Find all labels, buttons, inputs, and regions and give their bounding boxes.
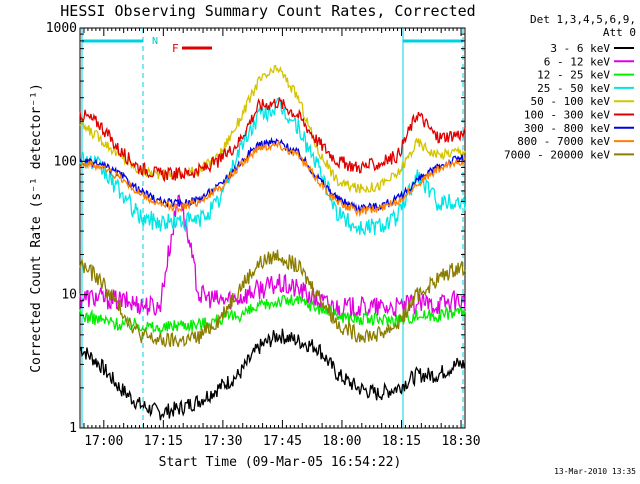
x-tick-label: 17:15 [144, 434, 183, 449]
legend-label: 50 - 100 keV [531, 95, 611, 108]
timestamp: 13-Mar-2010 13:35 [554, 467, 636, 476]
legend-label: 100 - 300 keV [524, 109, 610, 122]
y-axis-label: Corrected Count Rate (s⁻¹ detector⁻¹) [29, 83, 44, 373]
y-tick-label: 1000 [46, 21, 77, 36]
series-line-7000to20000keV [79, 249, 466, 348]
series-line-25to50keV [79, 97, 466, 236]
legend-label: 7000 - 20000 keV [504, 148, 610, 161]
series-line-12to25keV [79, 293, 466, 336]
y-axis: 1 10 100 1000 [46, 21, 465, 436]
flare-label: F [172, 42, 179, 55]
x-tick-label: 17:00 [84, 434, 123, 449]
legend-label: 300 - 800 keV [524, 122, 610, 135]
series-line-50to100keV [79, 64, 466, 194]
chart-title: HESSI Observing Summary Count Rates, Cor… [60, 2, 475, 20]
series-line-3to6keV [79, 328, 466, 421]
x-axis-label: Start Time (09-Mar-05 16:54:22) [159, 455, 402, 470]
time-markers [81, 28, 464, 428]
series-line-100to300keV [79, 97, 466, 183]
legend-header-detectors: Det 1,3,4,5,6,9, [530, 13, 636, 26]
series-line-300to800keV [79, 136, 466, 213]
x-tick-label: 18:30 [441, 434, 480, 449]
legend-header-attenuator: Att 0 [603, 26, 636, 39]
x-tick-label: 18:15 [382, 434, 421, 449]
y-tick-label: 100 [54, 154, 77, 169]
series-line-800to7000keV [79, 140, 466, 218]
x-tick-label: 18:00 [322, 434, 361, 449]
legend-label: 800 - 7000 keV [517, 135, 610, 148]
y-tick-label: 1 [69, 421, 77, 436]
x-axis: 17:00 17:15 17:30 17:45 18:00 18:15 18:30 [83, 28, 481, 449]
legend-label: 6 - 12 keV [544, 55, 611, 68]
legend-label: 12 - 25 keV [537, 69, 610, 82]
night-label: N [152, 36, 158, 47]
series-layer [79, 64, 466, 421]
legend-label: 25 - 50 keV [537, 82, 610, 95]
series-line-6to12keV [79, 194, 466, 320]
legend-label: 3 - 6 keV [550, 42, 610, 55]
y-tick-label: 10 [61, 288, 77, 303]
x-tick-label: 17:45 [263, 434, 302, 449]
x-tick-label: 17:30 [203, 434, 242, 449]
plot-frame [79, 27, 466, 429]
